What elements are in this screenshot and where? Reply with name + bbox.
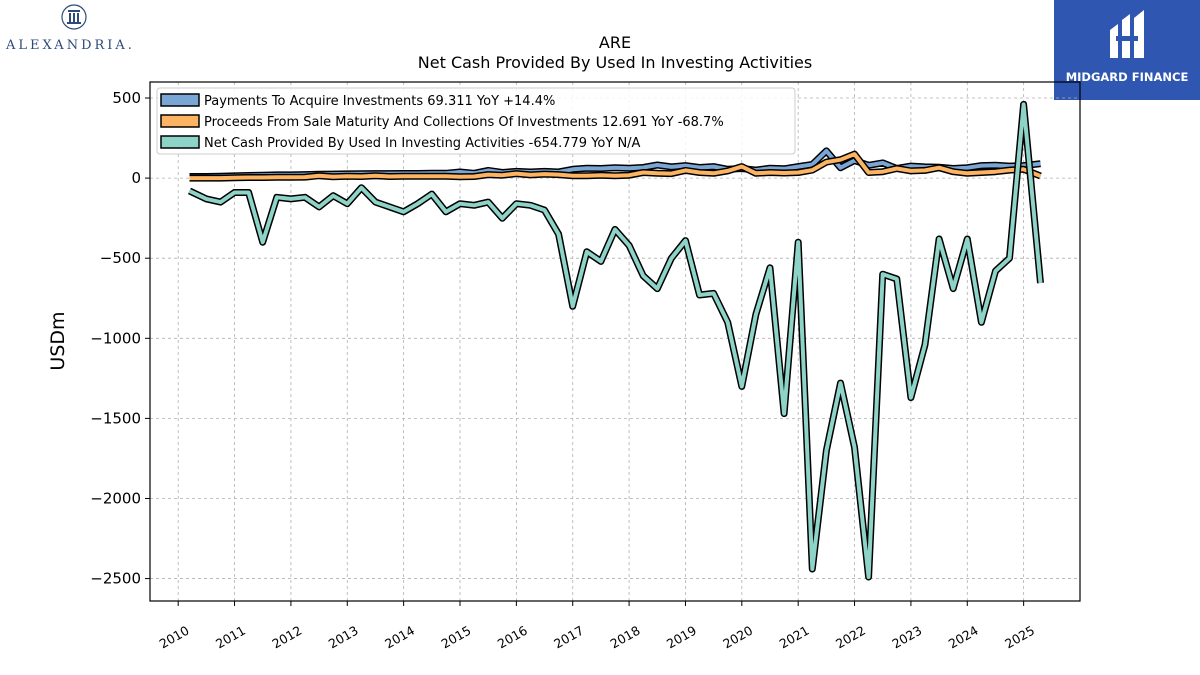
x-tick-label: 2015 xyxy=(438,623,473,652)
x-tick-label: 2023 xyxy=(889,623,924,652)
x-tick-label: 2021 xyxy=(777,623,812,652)
legend-box xyxy=(156,87,796,155)
chart-title: ARE xyxy=(599,33,631,52)
x-tick-label: 2019 xyxy=(664,623,699,652)
column-seal-icon xyxy=(61,4,87,30)
legend-label-1: Proceeds From Sale Maturity And Collecti… xyxy=(204,115,724,130)
x-tick-label: 2013 xyxy=(326,623,361,652)
legend-swatch-2 xyxy=(160,135,200,149)
y-tick-label: −2500 xyxy=(90,570,141,588)
x-tick-label: 2024 xyxy=(946,623,981,652)
x-tick-label: 2012 xyxy=(269,623,304,652)
alexandria-wordmark: ALEXANDRIA. xyxy=(6,38,135,53)
series-1-line xyxy=(189,152,1042,181)
legend: Payments To Acquire Investments 69.311 Y… xyxy=(156,87,796,155)
y-tick-label: 500 xyxy=(112,89,141,107)
x-tick-label: 2010 xyxy=(157,623,192,652)
mf-monogram-icon xyxy=(1110,10,1144,58)
y-tick-label: −2000 xyxy=(90,489,141,507)
series-2-line xyxy=(188,102,1043,579)
y-tick-label: 0 xyxy=(131,169,141,187)
x-tick-label: 2018 xyxy=(608,623,643,652)
legend-label-2: Net Cash Provided By Used In Investing A… xyxy=(204,136,641,151)
x-tick-label: 2014 xyxy=(382,623,417,652)
plot-frame xyxy=(149,81,1081,602)
x-tick-label: 2011 xyxy=(213,623,248,652)
x-tick-label: 2022 xyxy=(833,623,868,652)
y-tick-label: −1500 xyxy=(90,409,141,427)
x-tick-label: 2020 xyxy=(720,623,755,652)
y-axis-label: USDm xyxy=(47,311,69,370)
x-tick-label: 2025 xyxy=(1002,623,1037,652)
x-tick-label: 2016 xyxy=(495,623,530,652)
legend-label-0: Payments To Acquire Investments 69.311 Y… xyxy=(204,94,555,109)
alexandria-logo: ALEXANDRIA. xyxy=(4,4,150,54)
y-tick-label: −1000 xyxy=(90,329,141,347)
midgard-finance-logo: MIDGARD FINANCE xyxy=(1054,0,1200,100)
y-tick-label: −500 xyxy=(100,249,141,267)
legend-swatch-0 xyxy=(160,93,200,107)
chart-subtitle: Net Cash Provided By Used In Investing A… xyxy=(418,53,812,72)
midgard-finance-wordmark: MIDGARD FINANCE xyxy=(1065,70,1189,84)
x-tick-label: 2017 xyxy=(551,623,586,652)
legend-swatch-1 xyxy=(160,114,200,128)
